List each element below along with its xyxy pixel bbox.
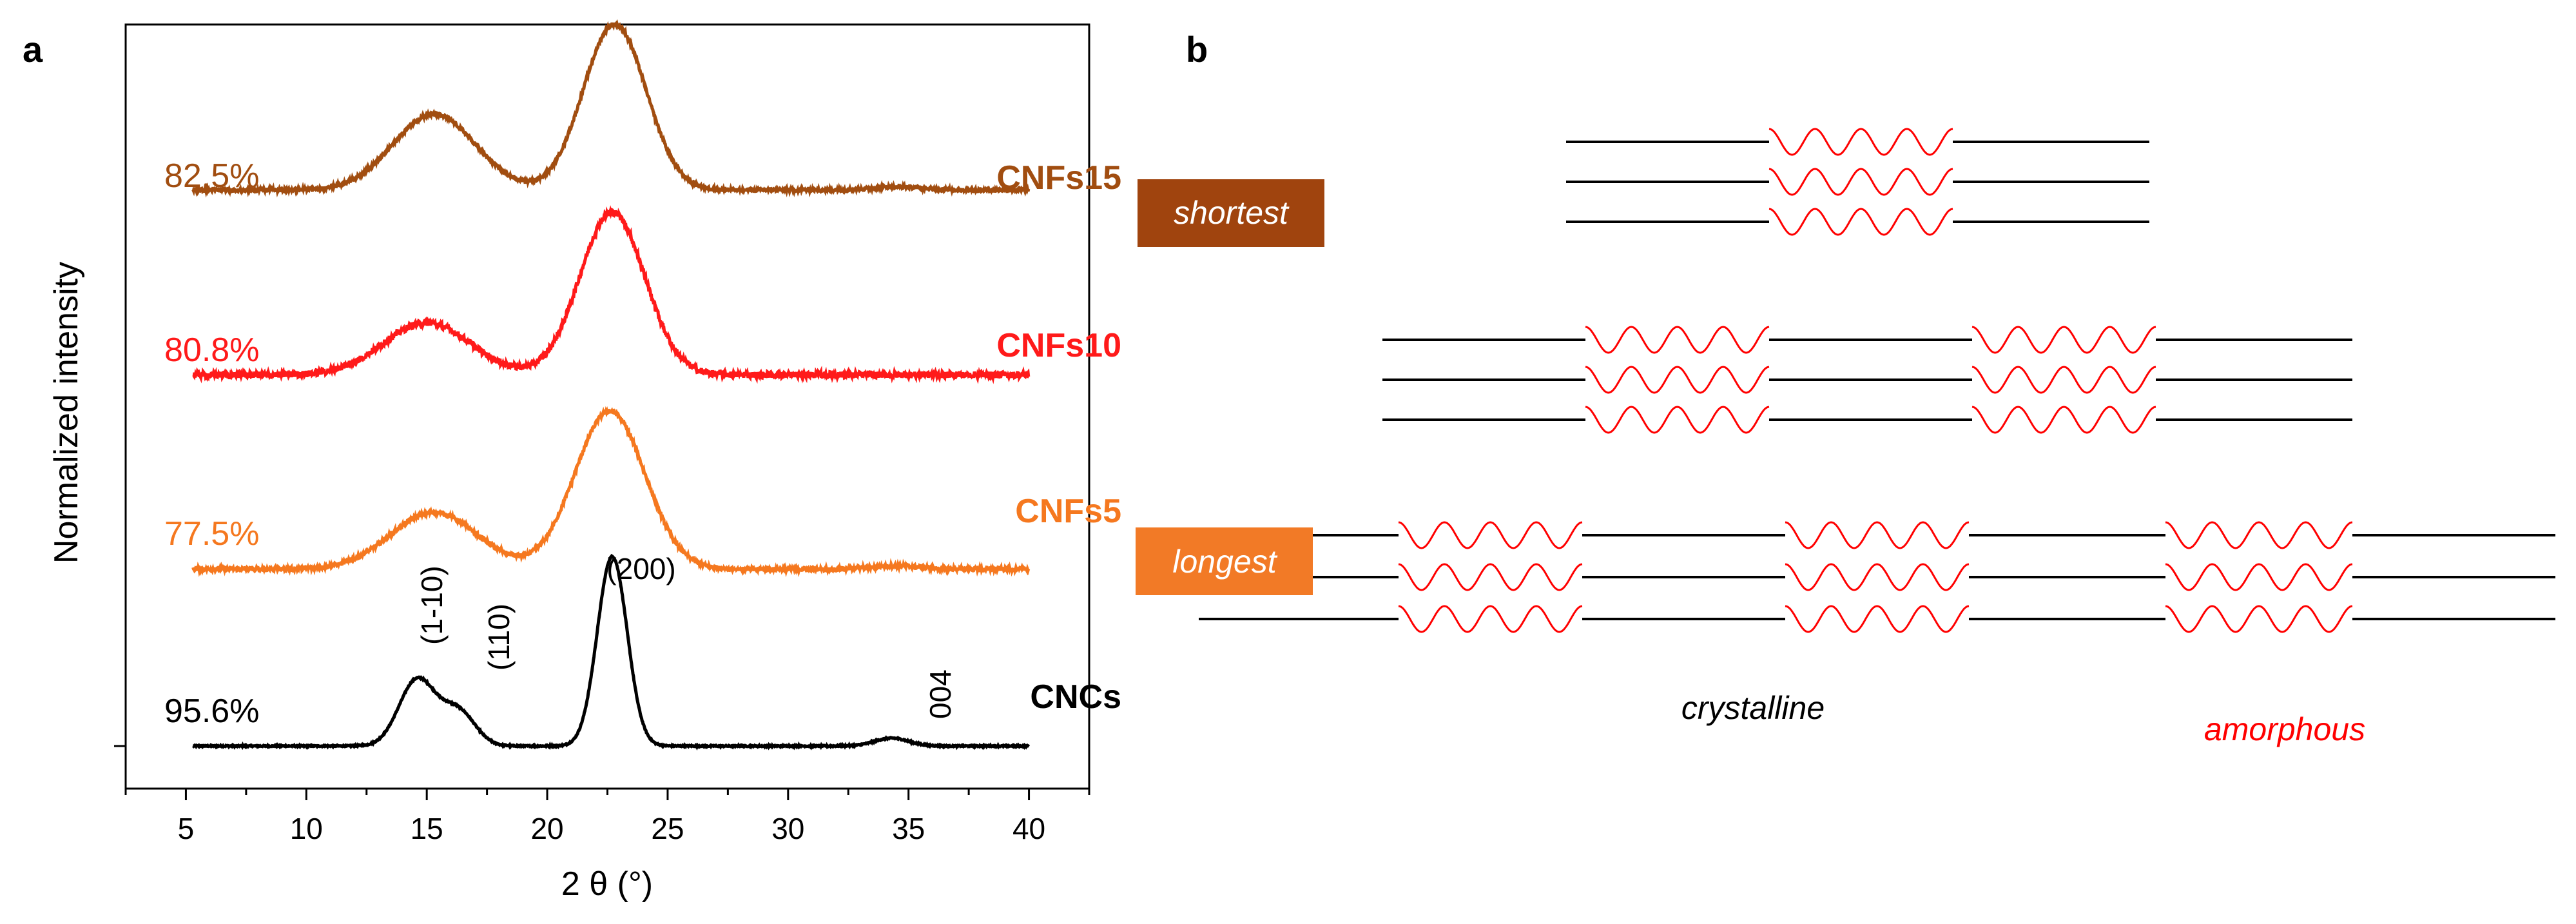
amorphous-segment xyxy=(1768,208,1953,236)
x-tick-label: 20 xyxy=(530,812,563,845)
series-label-CNFs10: CNFs10 xyxy=(996,327,1121,364)
amorphous-segment xyxy=(1585,326,1770,354)
amorphous-segment xyxy=(1785,521,1970,549)
tag-shortest: shortest xyxy=(1174,195,1290,231)
x-tick-label: 25 xyxy=(651,812,684,845)
amorphous-segment xyxy=(1768,168,1953,196)
amorphous-segment xyxy=(1785,605,1970,633)
series-label-CNCs: CNCs xyxy=(1030,678,1121,716)
x-tick-label: 40 xyxy=(1012,812,1045,845)
series-line-CNFs5 xyxy=(191,406,1031,578)
amorphous-segment xyxy=(1971,406,2156,434)
tag-longest: longest xyxy=(1172,544,1277,580)
amorphous-segment xyxy=(1398,563,1583,591)
amorphous-segment xyxy=(2165,563,2353,591)
x-tick-label: 30 xyxy=(771,812,804,845)
crystallinity-CNFs10: 80.8% xyxy=(164,331,259,369)
peak-label-1-10: (1-10) xyxy=(415,565,449,645)
y-axis-label: Normalized intensity xyxy=(48,262,85,564)
amorphous-segment xyxy=(1398,605,1583,633)
chain-schematic xyxy=(1199,128,2555,633)
x-tick-label: 10 xyxy=(290,812,323,845)
panel-b-label: b xyxy=(1186,29,1208,70)
x-tick-label: 15 xyxy=(411,812,443,845)
series-label-CNFs15: CNFs15 xyxy=(996,159,1121,197)
x-axis-ticks: 5 10 15 20 25 30 35 40 xyxy=(124,789,1090,845)
amorphous-segment xyxy=(1785,563,1970,591)
crystallinity-CNFs15: 82.5% xyxy=(164,157,259,195)
peak-label-004: 004 xyxy=(924,669,957,719)
peak-label-200: (200) xyxy=(606,552,675,585)
legend-crystalline: crystalline xyxy=(1681,690,1825,726)
x-axis-label: 2 θ (°) xyxy=(561,865,653,903)
series-label-CNFs5: CNFs5 xyxy=(1015,493,1121,530)
crystallinity-CNCs: 95.6% xyxy=(164,693,259,730)
series-line-CNCs xyxy=(191,553,1031,751)
x-tick-label: 35 xyxy=(892,812,925,845)
amorphous-segment xyxy=(1398,521,1583,549)
x-tick-label: 5 xyxy=(178,812,195,845)
tag-longest-box xyxy=(1136,527,1313,595)
crystallinity-CNFs5: 77.5% xyxy=(164,515,259,553)
amorphous-segment xyxy=(1768,128,1953,156)
tag-shortest-box xyxy=(1138,179,1324,247)
series-line-CNFs10 xyxy=(192,205,1031,384)
amorphous-segment xyxy=(2165,521,2353,549)
peak-label-110: (110) xyxy=(482,604,516,671)
panel-a-label: a xyxy=(23,29,43,70)
series-line-CNFs15 xyxy=(191,19,1031,198)
amorphous-segment xyxy=(1585,366,1770,394)
legend-amorphous: amorphous xyxy=(2204,711,2365,747)
amorphous-segment xyxy=(1971,366,2156,394)
amorphous-segment xyxy=(1585,406,1770,434)
amorphous-segment xyxy=(1971,326,2156,354)
amorphous-segment xyxy=(2165,605,2353,633)
